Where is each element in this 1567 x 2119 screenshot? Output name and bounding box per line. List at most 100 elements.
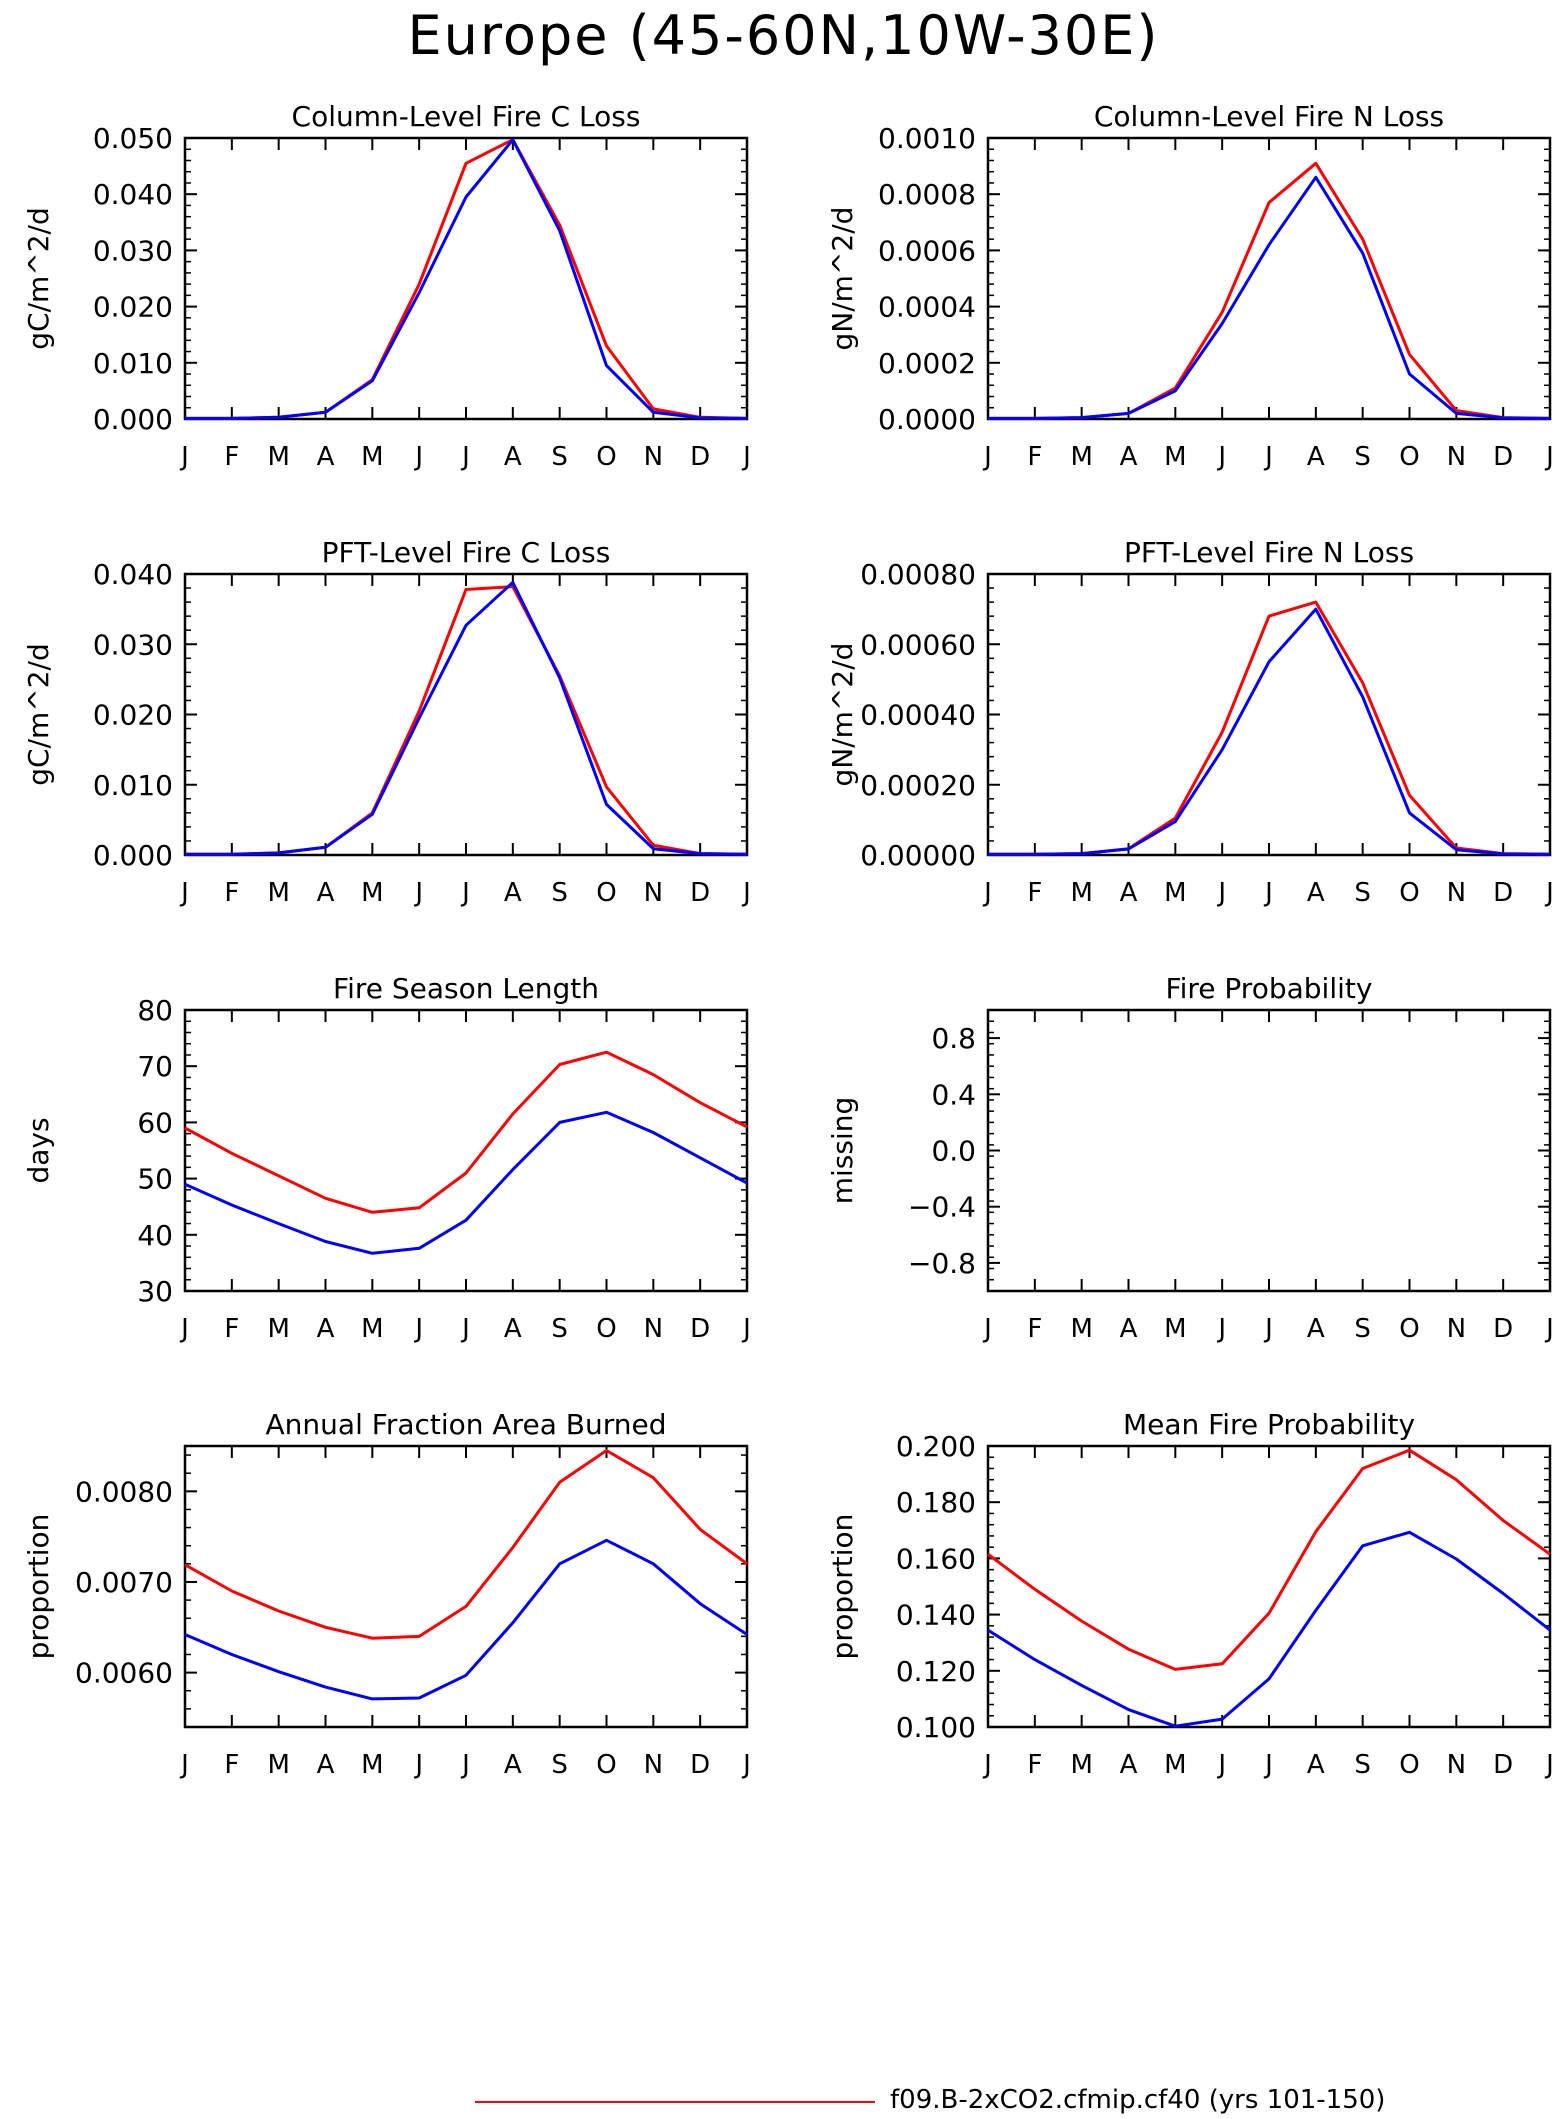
x-tick-label: S <box>1354 1314 1371 1344</box>
x-tick-label: N <box>644 878 663 908</box>
x-tick-label: J <box>460 1314 470 1344</box>
y-tick-label: 0.100 <box>896 1711 976 1744</box>
x-tick-label: F <box>224 442 239 472</box>
x-tick-label: M <box>1164 878 1186 908</box>
y-axis-label: days <box>22 1117 55 1183</box>
x-tick-label: M <box>267 1750 289 1780</box>
y-tick-label: 0.0006 <box>878 234 976 267</box>
y-tick-label: 30 <box>137 1275 173 1308</box>
y-tick-label: 0.00020 <box>860 769 976 802</box>
x-tick-label: A <box>317 878 335 908</box>
chart-title: Annual Fraction Area Burned <box>266 1408 667 1441</box>
x-tick-label: J <box>460 1750 470 1780</box>
y-tick-label: 0.00080 <box>860 558 976 591</box>
x-tick-label: O <box>596 878 616 908</box>
x-tick-label: D <box>690 1750 710 1780</box>
series-line-blue <box>987 1530 1551 1728</box>
y-tick-label: 0.0000 <box>878 403 976 436</box>
series-line-red <box>184 1449 748 1640</box>
y-tick-label: 80 <box>137 994 173 1027</box>
x-tick-label: J <box>179 878 189 908</box>
x-tick-label: O <box>596 1314 616 1344</box>
y-tick-label: 0.00000 <box>860 839 976 872</box>
x-tick-label: J <box>1216 878 1226 908</box>
chart-panel-2: J F M A M J J A S O N D J0.00000.00020.00040.00060.0… <box>826 100 1554 472</box>
x-tick-label: S <box>1354 878 1371 908</box>
x-tick-label: O <box>1399 1750 1419 1780</box>
x-tick-label: D <box>690 878 710 908</box>
x-tick-label: A <box>504 878 522 908</box>
x-tick-label: M <box>361 878 383 908</box>
x-tick-label: J <box>741 1314 751 1344</box>
x-tick-label: J <box>413 442 423 472</box>
x-tick-label: D <box>690 442 710 472</box>
x-tick-label: J <box>413 1750 423 1780</box>
y-tick-label: 0.160 <box>896 1542 976 1575</box>
x-tick-label: D <box>690 1314 710 1344</box>
x-tick-label: A <box>1307 1314 1325 1344</box>
x-tick-label: J <box>1544 442 1554 472</box>
y-tick-label: 0.0060 <box>75 1657 173 1690</box>
x-tick-label: J <box>1263 1314 1273 1344</box>
x-tick-label: J <box>1216 1750 1226 1780</box>
y-tick-label: 0.0008 <box>878 178 976 211</box>
x-tick-label: J <box>741 1750 751 1780</box>
x-tick-label: S <box>551 442 568 472</box>
series-line-blue <box>988 607 1551 856</box>
y-tick-label: 40 <box>137 1219 173 1252</box>
plot-frame <box>183 136 749 421</box>
series-line-red <box>184 1050 748 1214</box>
chart-title: PFT-Level Fire C Loss <box>322 536 611 569</box>
x-tick-label: N <box>644 1314 663 1344</box>
figure-title: Europe (45-60N,10W-30E) <box>407 4 1160 67</box>
x-tick-label: F <box>224 878 239 908</box>
y-tick-label: 0.010 <box>93 347 173 380</box>
x-tick-label: A <box>1120 878 1138 908</box>
series-line-blue <box>185 138 748 420</box>
x-tick-label: D <box>1493 442 1513 472</box>
x-tick-label: M <box>267 1314 289 1344</box>
x-tick-label: J <box>1216 442 1226 472</box>
chart-title: Column-Level Fire N Loss <box>1094 100 1444 133</box>
x-tick-label: J <box>982 442 992 472</box>
series-line-red <box>185 138 748 420</box>
series-line-blue <box>184 1538 748 1701</box>
x-tick-label: J <box>413 1314 423 1344</box>
plot-frame <box>986 1008 1552 1293</box>
x-tick-label: M <box>1070 878 1092 908</box>
x-tick-label: N <box>644 1750 663 1780</box>
x-tick-label: J <box>1544 1750 1554 1780</box>
x-tick-label: M <box>361 1314 383 1344</box>
y-tick-label: 0.00060 <box>860 628 976 661</box>
y-tick-label: 0.0080 <box>75 1475 173 1508</box>
x-tick-label: J <box>741 878 751 908</box>
x-tick-label: D <box>1493 1750 1513 1780</box>
y-axis-label: gC/m^2/d <box>22 643 55 786</box>
x-tick-label: J <box>179 1314 189 1344</box>
x-tick-label: J <box>179 442 189 472</box>
y-tick-label: 0.030 <box>93 628 173 661</box>
x-tick-label: F <box>1027 442 1042 472</box>
x-tick-label: A <box>504 1314 522 1344</box>
x-tick-label: J <box>1216 1314 1226 1344</box>
x-tick-label: A <box>317 442 335 472</box>
y-tick-label: −0.4 <box>908 1191 976 1224</box>
y-tick-label: 0.040 <box>93 178 173 211</box>
x-tick-label: A <box>1120 1314 1138 1344</box>
y-tick-label: 0.8 <box>931 1022 976 1055</box>
y-tick-label: 70 <box>137 1050 173 1083</box>
series-line-red <box>988 600 1551 856</box>
y-tick-label: 0.0002 <box>878 347 976 380</box>
x-tick-label: J <box>1263 878 1273 908</box>
y-tick-label: 0.000 <box>93 403 173 436</box>
x-tick-label: A <box>1120 442 1138 472</box>
plot-frame <box>183 572 749 857</box>
x-tick-label: F <box>1027 878 1042 908</box>
x-tick-label: M <box>1070 1750 1092 1780</box>
x-tick-label: J <box>460 442 470 472</box>
x-tick-label: O <box>1399 442 1419 472</box>
